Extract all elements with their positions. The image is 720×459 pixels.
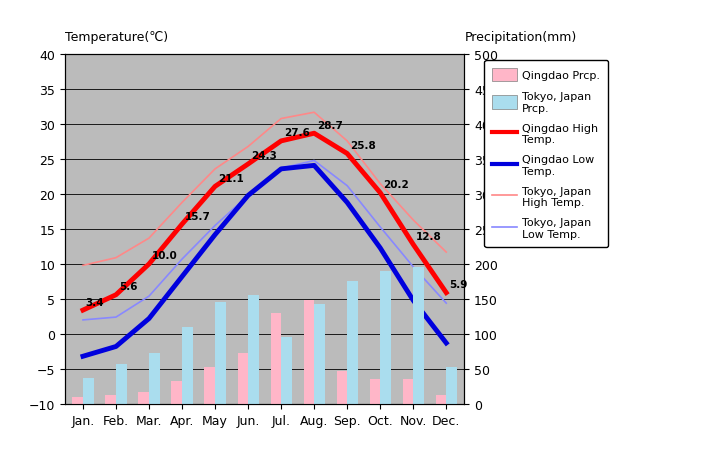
Qingdao High Temp. xyxy=(145,262,153,267)
Text: 10.0: 10.0 xyxy=(152,251,178,261)
Text: 12.8: 12.8 xyxy=(416,231,442,241)
Text: 24.3: 24.3 xyxy=(251,151,276,161)
Line: Tokyo, Japan High Temp.: Tokyo, Japan High Temp. xyxy=(83,113,446,266)
Tokyo, Japan Low Temp. xyxy=(112,315,120,320)
Tokyo, Japan High Temp. xyxy=(78,263,87,269)
Qingdao High Temp. xyxy=(211,184,220,190)
Bar xyxy=(336,371,347,404)
Qingdao Low Temp. xyxy=(112,344,120,349)
Bar xyxy=(204,368,215,404)
Bar xyxy=(215,303,225,404)
Line: Qingdao Low Temp.: Qingdao Low Temp. xyxy=(83,166,446,357)
Bar xyxy=(105,396,116,404)
Tokyo, Japan High Temp. xyxy=(145,236,153,241)
Bar xyxy=(369,380,380,404)
Qingdao Low Temp. xyxy=(78,354,87,359)
Qingdao Low Temp. xyxy=(244,193,253,199)
Tokyo, Japan Low Temp. xyxy=(78,318,87,323)
Bar xyxy=(281,338,292,404)
Qingdao High Temp. xyxy=(376,190,384,196)
Tokyo, Japan Low Temp. xyxy=(276,166,285,172)
Qingdao Low Temp. xyxy=(409,298,418,303)
Text: 27.6: 27.6 xyxy=(284,128,310,138)
Text: 28.7: 28.7 xyxy=(317,120,343,130)
Bar xyxy=(314,304,325,404)
Text: 25.8: 25.8 xyxy=(350,140,376,151)
Tokyo, Japan High Temp. xyxy=(343,139,351,144)
Text: 5.9: 5.9 xyxy=(449,280,467,290)
Qingdao Low Temp. xyxy=(211,232,220,238)
Tokyo, Japan Low Temp. xyxy=(343,184,351,189)
Tokyo, Japan Low Temp. xyxy=(442,301,451,306)
Tokyo, Japan High Temp. xyxy=(211,167,220,172)
Tokyo, Japan Low Temp. xyxy=(244,193,253,199)
Bar xyxy=(73,397,83,404)
Bar xyxy=(116,364,127,404)
Bar xyxy=(248,296,258,404)
Tokyo, Japan High Temp. xyxy=(178,200,186,206)
Bar xyxy=(347,282,358,404)
Tokyo, Japan High Temp. xyxy=(112,255,120,261)
Qingdao Low Temp. xyxy=(442,341,451,346)
Qingdao Low Temp. xyxy=(276,167,285,172)
Tokyo, Japan Low Temp. xyxy=(409,264,418,270)
Bar xyxy=(271,313,281,404)
Qingdao Low Temp. xyxy=(310,163,318,169)
Qingdao High Temp. xyxy=(276,139,285,144)
Text: 15.7: 15.7 xyxy=(185,211,211,221)
Tokyo, Japan High Temp. xyxy=(310,110,318,116)
Line: Tokyo, Japan Low Temp.: Tokyo, Japan Low Temp. xyxy=(83,161,446,320)
Text: Temperature(℃): Temperature(℃) xyxy=(65,31,168,44)
Tokyo, Japan Low Temp. xyxy=(178,257,186,262)
Bar xyxy=(413,268,424,404)
Line: Qingdao High Temp.: Qingdao High Temp. xyxy=(83,134,446,310)
Qingdao High Temp. xyxy=(178,222,186,227)
Qingdao High Temp. xyxy=(310,131,318,137)
Tokyo, Japan Low Temp. xyxy=(211,223,220,229)
Qingdao High Temp. xyxy=(78,308,87,313)
Qingdao Low Temp. xyxy=(145,316,153,322)
Bar xyxy=(171,381,182,404)
Qingdao High Temp. xyxy=(244,162,253,168)
Legend: Qingdao Prcp., Tokyo, Japan
Prcp., Qingdao High
Temp., Qingdao Low
Temp., Tokyo,: Qingdao Prcp., Tokyo, Japan Prcp., Qingd… xyxy=(485,61,608,247)
Text: 5.6: 5.6 xyxy=(119,281,138,291)
Tokyo, Japan High Temp. xyxy=(376,181,384,187)
Qingdao Low Temp. xyxy=(343,200,351,206)
Text: 20.2: 20.2 xyxy=(383,179,409,190)
Text: 21.1: 21.1 xyxy=(218,174,243,184)
Tokyo, Japan Low Temp. xyxy=(376,224,384,230)
Bar xyxy=(380,271,391,404)
Bar xyxy=(138,392,149,404)
Bar xyxy=(149,354,160,404)
Qingdao High Temp. xyxy=(442,290,451,296)
Tokyo, Japan High Temp. xyxy=(409,218,418,223)
Tokyo, Japan High Temp. xyxy=(442,250,451,255)
Tokyo, Japan High Temp. xyxy=(276,117,285,122)
Bar xyxy=(402,380,413,404)
Qingdao Low Temp. xyxy=(178,274,186,280)
Bar xyxy=(182,327,193,404)
Text: 3.4: 3.4 xyxy=(86,297,104,307)
Qingdao High Temp. xyxy=(343,151,351,157)
Bar xyxy=(304,301,314,404)
Bar xyxy=(446,368,456,404)
Tokyo, Japan High Temp. xyxy=(244,145,253,150)
Tokyo, Japan Low Temp. xyxy=(310,158,318,164)
Bar xyxy=(238,354,248,404)
Tokyo, Japan Low Temp. xyxy=(145,294,153,299)
Bar xyxy=(83,378,94,404)
Qingdao High Temp. xyxy=(409,242,418,247)
Text: Precipitation(mm): Precipitation(mm) xyxy=(464,31,577,44)
Bar xyxy=(436,395,446,404)
Qingdao Low Temp. xyxy=(376,246,384,251)
Qingdao High Temp. xyxy=(112,292,120,298)
